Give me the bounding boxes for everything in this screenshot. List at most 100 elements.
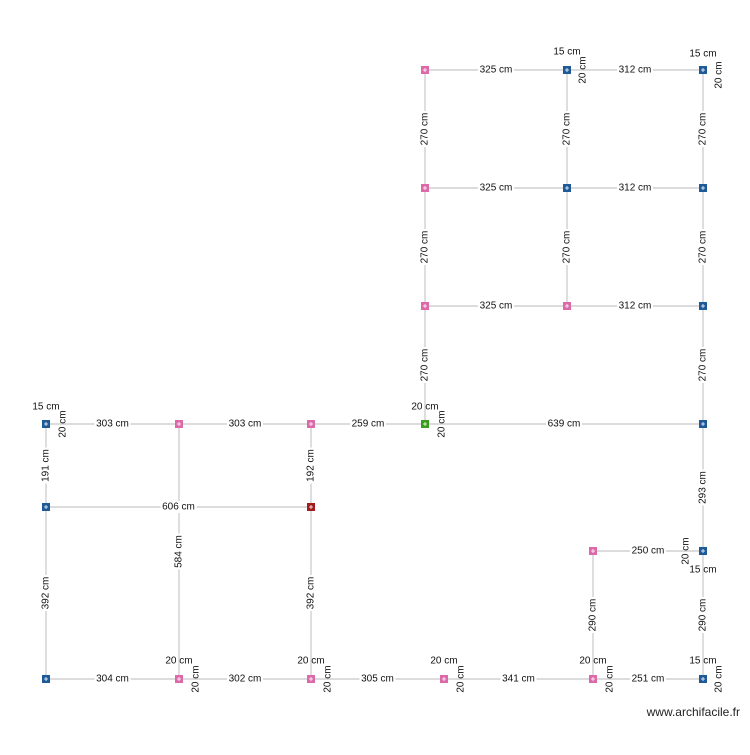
node-cross — [423, 186, 427, 190]
node-cross — [565, 304, 569, 308]
wall-length: 312 cm — [619, 183, 652, 194]
label-bg — [617, 300, 653, 312]
wall-length: 270 cm — [562, 231, 573, 264]
node-cross — [701, 186, 705, 190]
node-cross — [423, 68, 427, 72]
wall-length: 290 cm — [588, 599, 599, 632]
label-bg — [478, 64, 514, 76]
node-width: 20 cm — [714, 665, 725, 692]
wall-length: 341 cm — [502, 674, 535, 685]
watermark: www.archifacile.fr — [646, 705, 740, 719]
node-cross — [423, 422, 427, 426]
label-bg — [500, 673, 537, 685]
node-depth: 15 cm — [553, 47, 580, 58]
wall-length: 392 cm — [306, 577, 317, 610]
node-width: 20 cm — [323, 665, 334, 692]
label-bg — [305, 447, 317, 484]
node-width: 20 cm — [605, 665, 616, 692]
node-depth: 15 cm — [689, 49, 716, 60]
label-bg — [546, 418, 582, 430]
label-bg — [617, 182, 653, 194]
node-cross — [591, 677, 595, 681]
node-cross — [701, 68, 705, 72]
label-bg — [561, 111, 573, 147]
node-cross — [44, 505, 48, 509]
wall-length: 259 cm — [352, 419, 385, 430]
node-depth: 15 cm — [689, 565, 716, 576]
label-bg — [227, 673, 263, 685]
node-cross — [591, 549, 595, 553]
node-width: 20 cm — [437, 410, 448, 437]
node-cross — [701, 422, 705, 426]
wall-length: 303 cm — [96, 419, 129, 430]
wall-length: 325 cm — [480, 183, 513, 194]
label-bg — [40, 447, 52, 484]
label-bg — [587, 597, 599, 633]
node-cross — [44, 677, 48, 681]
label-bg — [697, 111, 709, 147]
wall-length: 270 cm — [562, 113, 573, 146]
wall-length: 293 cm — [698, 471, 709, 504]
wall-length: 325 cm — [480, 301, 513, 312]
wall-length: 191 cm — [41, 449, 52, 482]
label-bg — [630, 673, 666, 685]
label-bg — [697, 597, 709, 633]
label-bg — [697, 347, 709, 383]
wall-length: 270 cm — [420, 113, 431, 146]
label-bg — [305, 575, 317, 611]
label-bg — [630, 545, 666, 557]
wall-length: 251 cm — [632, 674, 665, 685]
node-cross — [177, 677, 181, 681]
labels: 325 cm 312 cm 325 cm 312 cm 325 cm 312 cm 270 … — [32, 47, 724, 693]
wall-length: 312 cm — [619, 65, 652, 76]
node-cross — [565, 68, 569, 72]
node-width: 20 cm — [58, 410, 69, 437]
node-cross — [309, 422, 313, 426]
node-width: 20 cm — [456, 665, 467, 692]
node-cross — [44, 422, 48, 426]
wall-length: 270 cm — [698, 113, 709, 146]
node-cross — [423, 304, 427, 308]
label-bg — [697, 229, 709, 265]
node-cross — [309, 505, 313, 509]
label-bg — [697, 469, 709, 506]
wall-length: 639 cm — [548, 419, 581, 430]
node-depth: 20 cm — [165, 656, 192, 667]
label-bg — [173, 533, 185, 570]
label-bg — [94, 418, 131, 430]
label-bg — [617, 64, 653, 76]
node-cross — [309, 677, 313, 681]
wall-length: 392 cm — [41, 577, 52, 610]
node-depth: 15 cm — [32, 402, 59, 413]
label-bg — [419, 229, 431, 265]
wall-length: 325 cm — [480, 65, 513, 76]
wall-length: 290 cm — [698, 599, 709, 632]
wall-length: 270 cm — [420, 349, 431, 382]
wall-length: 606 cm — [162, 502, 195, 513]
label-bg — [359, 673, 396, 685]
wall-length: 270 cm — [698, 231, 709, 264]
wall-length: 303 cm — [229, 419, 262, 430]
node-cross — [701, 677, 705, 681]
label-bg — [419, 347, 431, 383]
label-bg — [561, 229, 573, 265]
wall-length: 312 cm — [619, 301, 652, 312]
wall-length: 305 cm — [361, 674, 394, 685]
node-cross — [701, 549, 705, 553]
label-bg — [227, 418, 263, 430]
label-bg — [478, 182, 514, 194]
node-width: 20 cm — [714, 61, 725, 88]
wall-length: 270 cm — [420, 231, 431, 264]
node-depth: 20 cm — [411, 402, 438, 413]
node-width: 20 cm — [578, 56, 589, 83]
node-depth: 20 cm — [579, 656, 606, 667]
node-depth: 20 cm — [430, 656, 457, 667]
label-bg — [478, 300, 514, 312]
label-bg — [419, 111, 431, 147]
node-cross — [177, 422, 181, 426]
node-cross — [701, 304, 705, 308]
node-depth: 20 cm — [297, 656, 324, 667]
node-width: 20 cm — [681, 537, 692, 564]
